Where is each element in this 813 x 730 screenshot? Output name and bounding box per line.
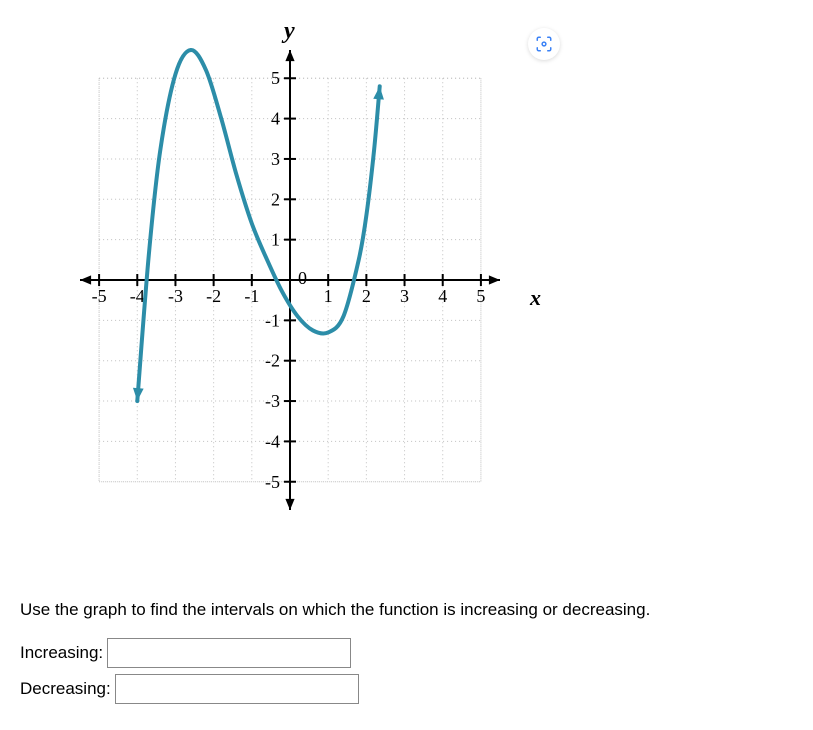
svg-text:-5: -5 — [265, 472, 280, 492]
svg-text:3: 3 — [400, 286, 409, 306]
chart-area: y x -5 -5 -4 -4 -3 -3 -2 -2 -1 -1 01 1 2 2 3 3 4 4 5 5 — [20, 20, 560, 540]
decreasing-input[interactable] — [115, 674, 359, 704]
svg-text:4: 4 — [438, 286, 447, 306]
svg-text:-3: -3 — [265, 391, 280, 411]
decreasing-row: Decreasing: — [20, 674, 793, 704]
svg-text:2: 2 — [362, 286, 371, 306]
svg-text:5: 5 — [271, 68, 280, 88]
question-text: Use the graph to find the intervals on w… — [20, 600, 793, 620]
increasing-label: Increasing: — [20, 643, 103, 663]
svg-text:4: 4 — [271, 109, 280, 129]
svg-text:3: 3 — [271, 149, 280, 169]
x-axis-label: x — [530, 285, 541, 311]
svg-text:-5: -5 — [92, 286, 107, 306]
screenshot-icon[interactable] — [528, 28, 560, 60]
svg-text:-3: -3 — [168, 286, 183, 306]
capture-svg — [535, 35, 553, 53]
svg-text:5: 5 — [476, 286, 485, 306]
y-axis-label: y — [284, 18, 295, 45]
increasing-row: Increasing: — [20, 638, 793, 668]
chart-svg: -5 -5 -4 -4 -3 -3 -2 -2 -1 -1 01 1 2 2 3 3 4 4 5 5 — [20, 20, 520, 540]
svg-text:1: 1 — [324, 286, 333, 306]
increasing-input[interactable] — [107, 638, 351, 668]
decreasing-label: Decreasing: — [20, 679, 111, 699]
svg-text:-4: -4 — [265, 431, 280, 451]
svg-text:1: 1 — [271, 230, 280, 250]
svg-text:-4: -4 — [130, 286, 145, 306]
svg-text:0: 0 — [298, 268, 307, 288]
svg-text:-1: -1 — [244, 286, 259, 306]
svg-text:-1: -1 — [265, 310, 280, 330]
svg-text:-2: -2 — [206, 286, 221, 306]
svg-text:2: 2 — [271, 189, 280, 209]
svg-text:-2: -2 — [265, 351, 280, 371]
